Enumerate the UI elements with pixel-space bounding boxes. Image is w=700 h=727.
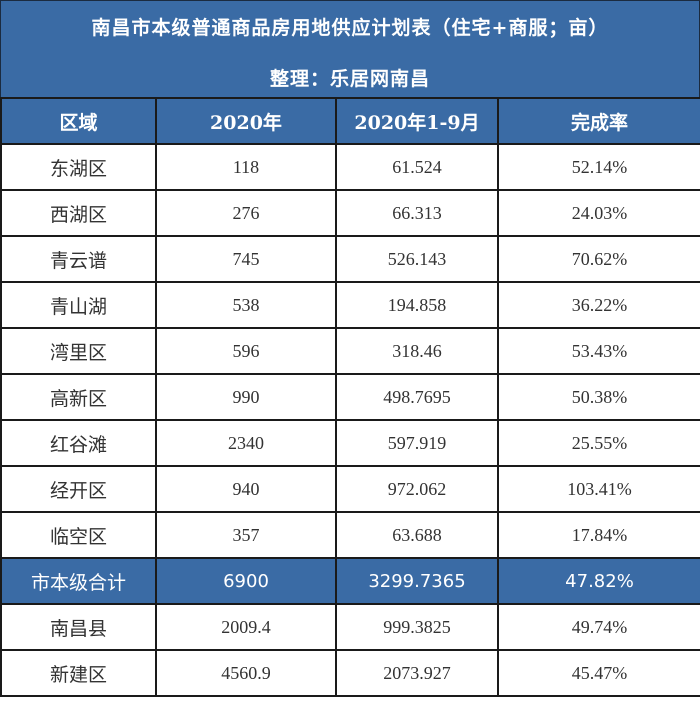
table-row: 南昌县 2009.4 999.3825 49.74% [0, 603, 700, 651]
table-row: 青云谱 745 526.143 70.62% [0, 235, 700, 283]
cell-region: 湾里区 [0, 327, 157, 375]
cell-rate: 50.38% [497, 373, 700, 421]
cell-plan-2020: 2340 [155, 419, 337, 467]
cell-rate-total: 47.82% [497, 557, 700, 605]
cell-plan-2020: 276 [155, 189, 337, 237]
cell-done-1-9: 498.7695 [335, 373, 499, 421]
cell-region: 青山湖 [0, 281, 157, 329]
cell-plan-2020: 4560.9 [155, 649, 337, 697]
table-row: 湾里区 596 318.46 53.43% [0, 327, 700, 375]
cell-done-1-9: 999.3825 [335, 603, 499, 651]
cell-plan-2020: 940 [155, 465, 337, 513]
cell-done-1-9: 66.313 [335, 189, 499, 237]
table-row: 西湖区 276 66.313 24.03% [0, 189, 700, 237]
table-row: 红谷滩 2340 597.919 25.55% [0, 419, 700, 467]
cell-rate: 103.41% [497, 465, 700, 513]
cell-region: 东湖区 [0, 143, 157, 191]
cell-rate: 53.43% [497, 327, 700, 375]
cell-region: 青云谱 [0, 235, 157, 283]
cell-plan-2020: 990 [155, 373, 337, 421]
cell-plan-2020: 596 [155, 327, 337, 375]
cell-rate: 25.55% [497, 419, 700, 467]
cell-done-1-9-total: 3299.7365 [335, 557, 499, 605]
table-title: 南昌市本级普通商品房用地供应计划表（住宅+商服；亩） [91, 17, 609, 39]
table-row: 青山湖 538 194.858 36.22% [0, 281, 700, 329]
supply-plan-table: 区域 2020年 2020年1-9月 完成率 东湖区 118 61.524 52… [0, 97, 700, 697]
cell-region: 南昌县 [0, 603, 157, 651]
cell-done-1-9: 63.688 [335, 511, 499, 559]
cell-done-1-9: 2073.927 [335, 649, 499, 697]
column-header-rate: 完成率 [497, 97, 700, 145]
column-header-done-1-9: 2020年1-9月 [335, 97, 499, 145]
title-block: 南昌市本级普通商品房用地供应计划表（住宅+商服；亩） 整理：乐居网南昌 [0, 0, 700, 98]
cell-rate: 70.62% [497, 235, 700, 283]
cell-done-1-9: 597.919 [335, 419, 499, 467]
cell-rate: 24.03% [497, 189, 700, 237]
cell-plan-2020: 2009.4 [155, 603, 337, 651]
cell-done-1-9: 526.143 [335, 235, 499, 283]
table-row: 临空区 357 63.688 17.84% [0, 511, 700, 559]
table-source: 整理：乐居网南昌 [269, 68, 430, 90]
column-header-region: 区域 [0, 97, 157, 145]
table-header-row: 区域 2020年 2020年1-9月 完成率 [0, 97, 700, 145]
cell-rate: 45.47% [497, 649, 700, 697]
cell-rate: 17.84% [497, 511, 700, 559]
column-header-plan-2020: 2020年 [155, 97, 337, 145]
table-row: 经开区 940 972.062 103.41% [0, 465, 700, 513]
cell-region: 西湖区 [0, 189, 157, 237]
cell-plan-2020: 745 [155, 235, 337, 283]
cell-region: 高新区 [0, 373, 157, 421]
cell-plan-2020-total: 6900 [155, 557, 337, 605]
cell-region: 红谷滩 [0, 419, 157, 467]
cell-region-total: 市本级合计 [0, 557, 157, 605]
cell-rate: 36.22% [497, 281, 700, 329]
cell-region: 临空区 [0, 511, 157, 559]
cell-rate: 52.14% [497, 143, 700, 191]
cell-plan-2020: 118 [155, 143, 337, 191]
cell-plan-2020: 357 [155, 511, 337, 559]
table-row: 高新区 990 498.7695 50.38% [0, 373, 700, 421]
cell-region: 经开区 [0, 465, 157, 513]
cell-done-1-9: 194.858 [335, 281, 499, 329]
table-row: 东湖区 118 61.524 52.14% [0, 143, 700, 191]
cell-done-1-9: 972.062 [335, 465, 499, 513]
cell-done-1-9: 318.46 [335, 327, 499, 375]
table-row-total: 市本级合计 6900 3299.7365 47.82% [0, 557, 700, 605]
cell-rate: 49.74% [497, 603, 700, 651]
table-row: 新建区 4560.9 2073.927 45.47% [0, 649, 700, 697]
cell-done-1-9: 61.524 [335, 143, 499, 191]
cell-region: 新建区 [0, 649, 157, 697]
cell-plan-2020: 538 [155, 281, 337, 329]
